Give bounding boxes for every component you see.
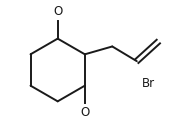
Text: Br: Br <box>142 77 155 90</box>
Text: O: O <box>53 5 62 18</box>
Text: O: O <box>80 106 90 119</box>
